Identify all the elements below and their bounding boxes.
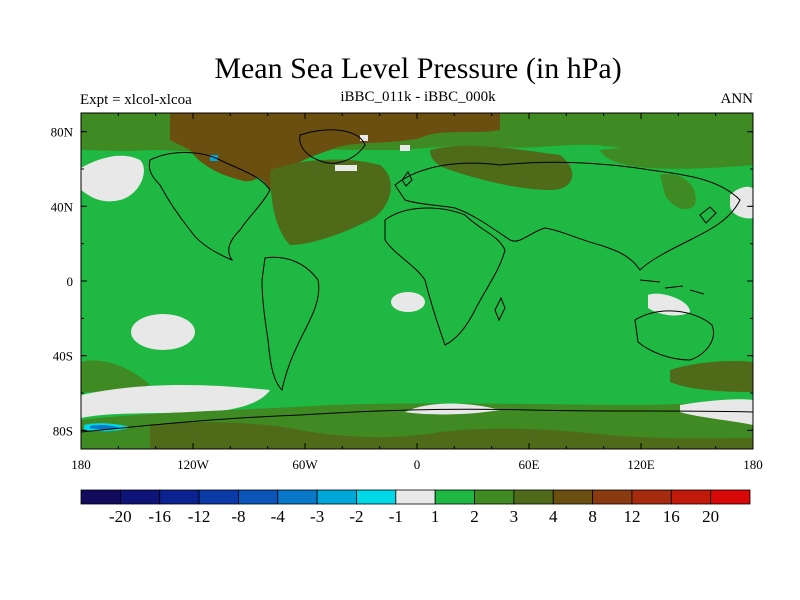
lat-tick-label: 80N	[51, 125, 74, 140]
lon-tick-label: 180	[71, 457, 91, 472]
east-asia-band	[660, 174, 696, 210]
lon-tick-label: 120W	[177, 457, 210, 472]
colorbar-swatch	[552, 489, 593, 505]
antarctica-coast	[81, 408, 753, 433]
japan-coast	[699, 206, 717, 224]
uk-coast	[401, 171, 413, 187]
eurasia-coast	[394, 161, 741, 271]
colorbar-level-label: -3	[310, 507, 324, 526]
lon-tick-label: 120E	[627, 457, 655, 472]
map-title: Mean Sea Level Pressure (in hPa)	[214, 52, 622, 85]
north-atlantic-high	[270, 159, 391, 245]
comparison-label: iBBC_011k - iBBC_000k	[340, 89, 496, 105]
experiment-label: Expt = xlcol-xlcoa	[80, 92, 192, 108]
colorbar-swatch	[159, 489, 200, 505]
colorbar-swatch	[80, 489, 121, 505]
africa-coast	[384, 207, 506, 346]
australia-coast	[634, 310, 714, 361]
southern-gray-band	[81, 385, 270, 418]
colorbar-level-label: -12	[188, 507, 211, 526]
colorbar-level-label: -1	[389, 507, 403, 526]
lat-tick-label: 0	[67, 274, 74, 289]
colorbar-swatch	[356, 489, 397, 505]
eurasian-band	[430, 145, 573, 190]
colorbar-level-label: 8	[588, 507, 597, 526]
colorbar-level-label: -2	[349, 507, 363, 526]
greenland-coast	[299, 129, 366, 164]
colorbar-level-label: 4	[549, 507, 558, 526]
antarctic-brown	[150, 422, 753, 449]
lon-tick-label: 60E	[519, 457, 540, 472]
coastlines	[81, 129, 753, 433]
colorbar-swatch	[316, 489, 357, 505]
indian-gray	[648, 293, 690, 316]
colorbar-level-label: -20	[109, 507, 132, 526]
south-america-coast	[261, 256, 320, 392]
lon-tick-label: 60W	[292, 457, 318, 472]
colorbar-swatch	[474, 489, 515, 505]
colorbar-swatch	[395, 489, 436, 505]
lon-tick-label: 180	[743, 457, 763, 472]
southern-ocean-band	[81, 360, 150, 392]
colorbar-level-label: -8	[231, 507, 245, 526]
colorbar-level-label: -4	[271, 507, 286, 526]
colorbar-swatch	[670, 489, 712, 505]
pressure-field	[81, 113, 753, 449]
colorbar-swatch	[513, 489, 554, 505]
indonesia-coast	[639, 279, 705, 295]
lon-tick-label: 0	[414, 457, 421, 472]
colorbar-level-label: 16	[663, 507, 680, 526]
colorbar: -20 -16 -12 -8 -4 -3 -2 -1 1 2 3 4 8 12 16 20	[80, 489, 751, 526]
pacific-low-gray	[81, 155, 144, 202]
colorbar-level-label: -16	[148, 507, 171, 526]
southern-ocean-band-east	[670, 360, 753, 392]
colorbar-level-label: 1	[431, 507, 440, 526]
antarctic-gray-patches	[405, 399, 753, 425]
siberia-band	[600, 147, 753, 169]
season-label: ANN	[720, 91, 754, 107]
arctic-white-specks	[335, 135, 410, 171]
colorbar-swatch	[710, 489, 751, 505]
colorbar-swatch	[434, 489, 475, 505]
colorbar-level-label: 3	[510, 507, 519, 526]
lat-tick-label: 40N	[51, 199, 74, 214]
colorbar-swatch	[119, 489, 161, 505]
colorbar-swatch	[198, 489, 239, 505]
lat-tick-label: 80S	[53, 423, 73, 438]
colorbar-swatch	[631, 489, 672, 505]
north-america-coast	[148, 152, 271, 262]
map-axes: 180 120W 60W 0 60E 120E 180 80N 40N 0 40S 80S	[51, 113, 763, 472]
atlantic-gray	[391, 292, 425, 312]
lat-tick-label: 40S	[53, 349, 73, 364]
colorbar-swatch	[592, 489, 633, 505]
colorbar-level-label: 12	[623, 507, 640, 526]
colorbar-level-label: 20	[702, 507, 719, 526]
colorbar-swatch	[238, 489, 279, 505]
south-pacific-gray	[131, 314, 195, 350]
colorbar-swatch	[277, 489, 318, 505]
madagascar-coast	[494, 296, 506, 322]
japan-gray	[730, 186, 753, 219]
colorbar-level-label: 2	[470, 507, 479, 526]
